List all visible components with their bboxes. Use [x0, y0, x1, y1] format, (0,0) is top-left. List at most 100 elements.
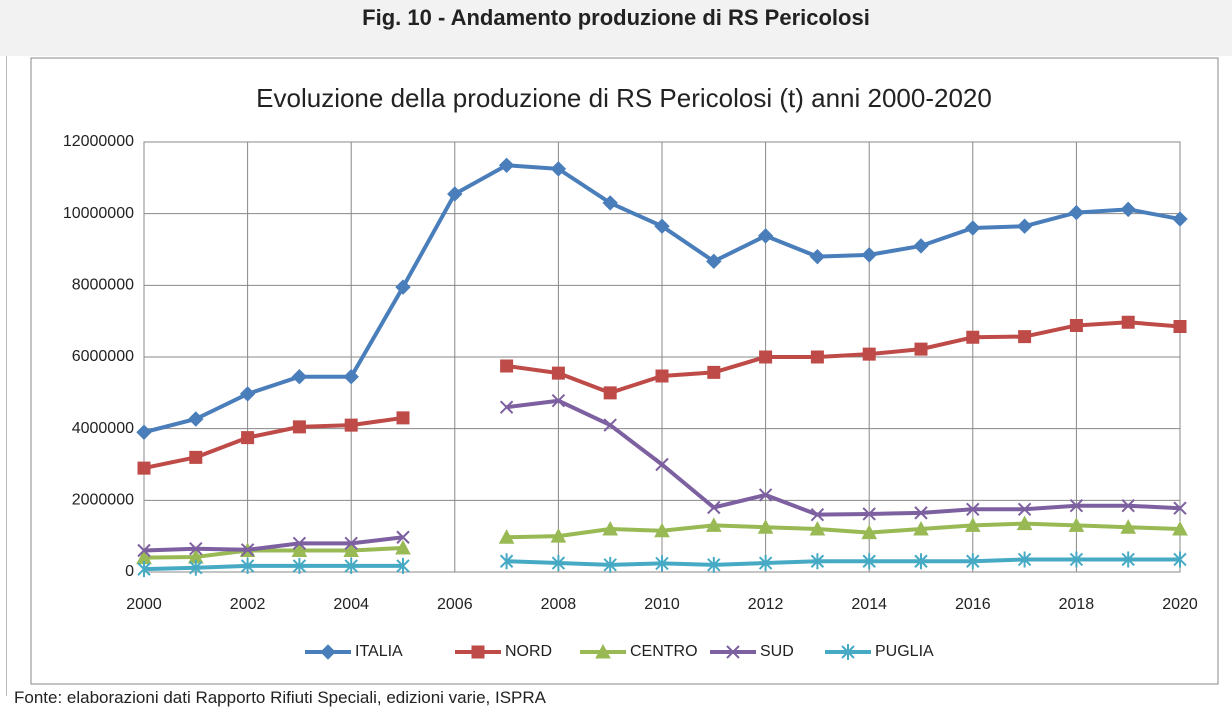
point-marker	[395, 539, 411, 555]
series-line	[143, 320, 1181, 471]
legend-label: NORD	[505, 643, 552, 660]
point-marker	[1120, 519, 1137, 534]
point-marker	[550, 528, 567, 543]
point-marker	[499, 553, 514, 570]
y-tick-label: 10000000	[63, 205, 134, 222]
point-marker	[862, 507, 876, 521]
plot-area	[143, 141, 1181, 573]
point-marker	[550, 161, 567, 177]
y-tick-label: 8000000	[72, 277, 134, 294]
point-marker	[758, 555, 773, 572]
point-marker	[707, 500, 721, 515]
point-marker	[966, 553, 980, 570]
point-marker	[241, 431, 255, 445]
point-marker	[707, 556, 721, 573]
point-marker	[809, 520, 826, 536]
point-marker	[966, 502, 980, 516]
point-marker	[240, 543, 255, 557]
point-marker	[137, 543, 151, 558]
x-tick-label: 2014	[851, 596, 887, 613]
point-marker	[965, 220, 981, 236]
legend-label: ITALIA	[355, 643, 403, 660]
point-marker	[914, 342, 928, 356]
y-tick-label: 4000000	[72, 420, 134, 437]
point-marker	[291, 542, 308, 557]
point-marker	[1068, 517, 1085, 532]
point-marker	[1172, 211, 1188, 227]
point-marker	[705, 517, 722, 532]
point-marker	[1069, 318, 1083, 332]
point-marker	[240, 557, 255, 574]
point-marker	[810, 507, 825, 522]
legend-marker	[726, 645, 740, 659]
point-marker	[1121, 551, 1135, 568]
legend-label: SUD	[760, 643, 794, 660]
point-marker	[810, 553, 825, 570]
point-marker	[706, 253, 722, 270]
point-marker	[551, 366, 565, 380]
point-marker	[913, 520, 929, 536]
series-line	[143, 398, 1181, 553]
legend-label: PUGLIA	[875, 643, 934, 660]
point-marker	[344, 557, 358, 574]
point-marker	[498, 529, 515, 544]
point-marker	[1016, 218, 1033, 234]
point-marker	[809, 248, 826, 265]
point-marker	[1120, 201, 1136, 218]
point-marker	[1069, 551, 1084, 568]
point-marker	[498, 157, 515, 173]
y-tick-label: 12000000	[63, 133, 134, 150]
point-marker	[292, 557, 307, 574]
point-marker	[603, 556, 617, 573]
legend-marker	[841, 644, 855, 660]
point-marker	[551, 555, 566, 572]
point-marker	[239, 386, 256, 402]
point-marker	[654, 522, 670, 538]
point-marker	[137, 561, 151, 578]
y-tick-label: 6000000	[72, 348, 134, 365]
point-marker	[602, 195, 618, 211]
point-marker	[810, 350, 824, 364]
point-marker	[188, 411, 204, 427]
point-marker	[861, 247, 877, 263]
point-marker	[551, 394, 566, 408]
x-tick-label: 2000	[126, 596, 162, 613]
point-marker	[654, 218, 670, 234]
series-line	[143, 521, 1181, 560]
point-marker	[1121, 315, 1135, 329]
x-tick-label: 2002	[230, 596, 266, 613]
x-tick-label: 2018	[1059, 596, 1095, 613]
figure-header: Fig. 10 - Andamento produzione di RS Per…	[0, 0, 1232, 56]
x-tick-label: 2012	[748, 596, 784, 613]
point-marker	[1017, 502, 1032, 516]
point-marker	[602, 520, 619, 536]
legend-marker	[471, 645, 485, 659]
point-marker	[1069, 499, 1084, 513]
point-marker	[759, 350, 773, 364]
point-marker	[343, 369, 359, 385]
point-marker	[395, 279, 411, 295]
point-marker	[655, 369, 669, 383]
legend-label: CENTRO	[630, 643, 698, 660]
point-marker	[1173, 501, 1187, 515]
point-marker	[913, 238, 929, 254]
point-marker	[343, 542, 360, 557]
point-marker	[655, 457, 669, 472]
point-marker	[707, 365, 721, 379]
point-marker	[344, 418, 358, 432]
point-marker	[396, 530, 410, 544]
point-marker	[344, 536, 358, 551]
legend-marker	[320, 644, 336, 660]
point-marker	[1121, 499, 1135, 513]
chart: Evoluzione della produzione di RS Perico…	[30, 57, 1219, 685]
point-marker	[603, 418, 617, 432]
point-marker	[603, 386, 617, 400]
point-marker	[292, 536, 307, 551]
point-marker	[500, 359, 514, 373]
point-marker	[447, 186, 463, 202]
point-marker	[1017, 551, 1032, 568]
point-marker	[862, 553, 876, 570]
point-marker	[136, 424, 152, 440]
point-marker	[189, 450, 203, 464]
